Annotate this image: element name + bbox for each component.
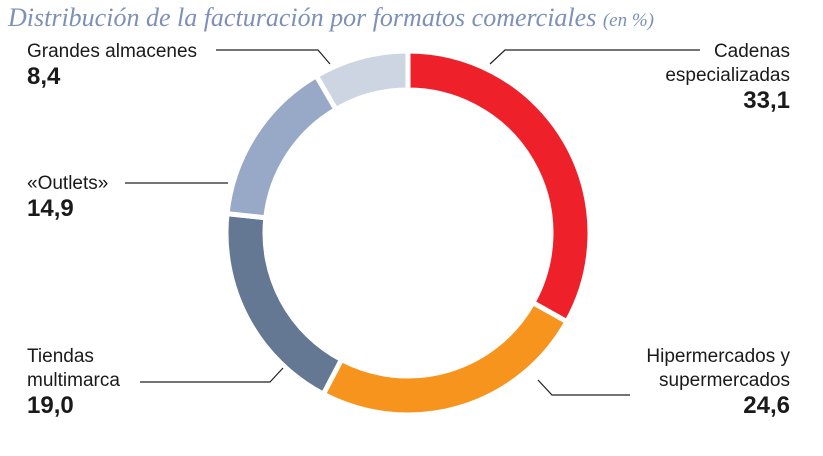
- slice-hipermercados: [319, 299, 571, 418]
- label-hipermercados-value: 24,6: [743, 392, 790, 419]
- leader-line-tiendas: [140, 367, 284, 383]
- slice-tiendas: [223, 210, 345, 398]
- chart-title-text: Distribución de la facturación por forma…: [8, 3, 597, 32]
- label-tiendas: Tiendas multimarca 19,0: [27, 345, 120, 418]
- slice-outlets: [224, 72, 340, 221]
- slice-grandes: [312, 48, 411, 113]
- label-tiendas-value: 19,0: [27, 392, 74, 419]
- leader-line-cadenas: [489, 49, 700, 65]
- label-cadenas-name: Cadenas especializadas: [665, 41, 790, 86]
- slice-cadenas: [405, 48, 593, 326]
- label-hipermercados: Hipermercados y supermercados 24,6: [646, 345, 790, 418]
- label-outlets-name: «Outlets»: [27, 173, 109, 194]
- chart-title: Distribución de la facturación por forma…: [8, 3, 654, 33]
- leader-lines: [125, 49, 700, 396]
- label-outlets-value: 14,9: [27, 195, 74, 222]
- label-grandes-value: 8,4: [27, 63, 61, 90]
- label-cadenas: Cadenas especializadas 33,1: [665, 40, 790, 113]
- label-grandes-name: Grandes almacenes: [27, 41, 198, 62]
- label-outlets: «Outlets» 14,9: [27, 172, 108, 221]
- leader-line-grandes: [216, 49, 331, 65]
- donut-slices: [223, 48, 593, 418]
- chart-title-unit: (en %): [602, 10, 654, 31]
- label-cadenas-value: 33,1: [743, 87, 790, 114]
- label-hipermercados-name: Hipermercados y supermercados: [646, 346, 790, 391]
- label-grandes: Grandes almacenes 8,4: [27, 40, 197, 89]
- leader-line-hipermercados: [537, 379, 630, 396]
- label-tiendas-name: Tiendas multimarca: [27, 346, 120, 391]
